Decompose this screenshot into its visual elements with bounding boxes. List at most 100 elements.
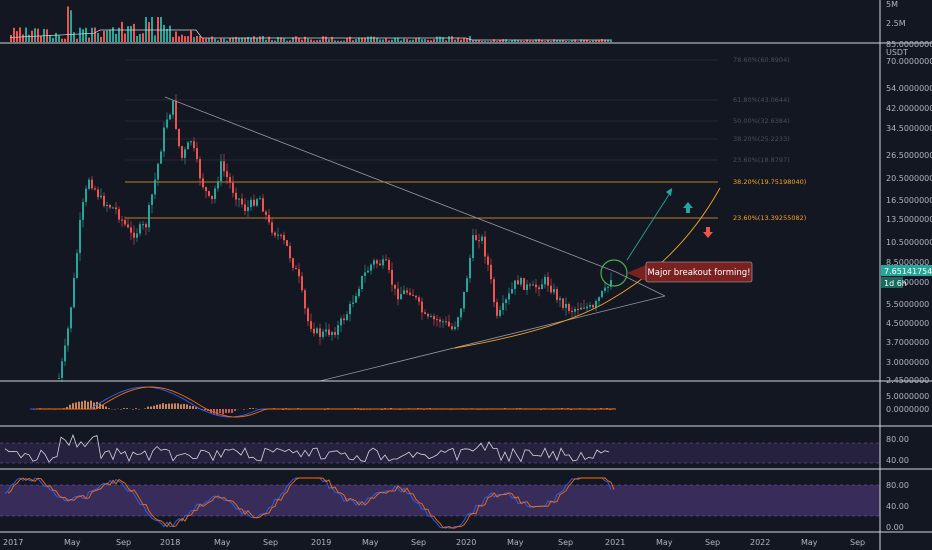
volume-bar [604,39,606,42]
macd-histogram-bar [135,408,137,409]
time-axis[interactable]: 2017 May Sep 2018 May Sep 2019 May Sep 2… [3,538,865,547]
candle-body [388,260,390,270]
price-axis-label: 7.0000000 [886,278,929,287]
volume-bar [352,40,354,42]
volume-bar [259,36,261,42]
arrow-up-icon[interactable] [683,202,693,213]
volume-bar [556,40,558,42]
volume-bar [397,37,399,42]
projection-line[interactable] [626,189,673,261]
volume-bar [163,24,165,42]
candle-body [406,290,408,293]
price-axis-label: 20.5000000 [886,174,932,183]
volume-bar [88,37,90,42]
volume-bar [433,39,435,42]
volume-bar [190,30,192,42]
macd-histogram-bar [609,409,611,410]
price-axis-label: 4.5000000 [886,319,929,328]
candle-body [544,276,546,285]
volume-bar [262,36,264,42]
volume-bar [523,41,525,42]
volume-bar [241,37,243,42]
volume-bar [70,10,72,42]
arrow-down-icon[interactable] [703,227,713,238]
volume-bar [577,41,579,42]
candle-body [154,179,156,195]
volume-bar [34,28,36,42]
candle-body [604,287,606,291]
candle-body [253,199,255,206]
candle-body [256,199,258,206]
candle-body [529,284,531,286]
volume-bar [421,39,423,42]
candle-body [322,331,324,337]
volume-bar [547,39,549,42]
fib-label-38: 38.20%(19.75198040) [733,178,806,186]
volume-bar [553,39,555,42]
candle-body [424,312,426,314]
volume-bar [430,40,432,42]
volume-bar [520,40,522,42]
candle-body [148,205,150,228]
price-axis-label: 3.0000000 [886,358,929,367]
candle-body [454,326,456,330]
breakout-circle[interactable] [600,259,628,287]
price-axis-label: 54.0000000 [886,84,932,93]
candle-body [451,326,453,330]
candle-body [433,316,435,320]
volume-bar [100,36,102,42]
volume-bar [244,37,246,42]
candle-body [349,303,351,315]
volume-bar [424,39,426,42]
candle-body [460,308,462,318]
candle-body [106,205,108,207]
volume-bar [199,36,201,42]
lower-trendline[interactable] [319,295,666,382]
candle-body [271,222,273,233]
volume-bar [580,39,582,42]
macd-histogram-bar [138,409,140,410]
volume-bar [586,39,588,42]
candle-body [559,298,561,300]
macd-histogram-bar [159,404,161,409]
macd-histogram-bar [102,405,104,409]
candle-body [133,232,135,238]
volume-bar [16,31,18,42]
candle-body [301,276,303,291]
volume-bar [427,39,429,42]
volume-bar [142,33,144,42]
candle-body [535,284,537,288]
candle-body [598,297,600,302]
volume-bar [319,39,321,42]
fib-label-faint-1: 78.60%(60.8904) [733,56,790,64]
candle-body [517,280,519,285]
candle-body [262,198,264,212]
volume-bar [28,34,30,42]
fib-label-faint-2: 61.80%(43.0644) [733,96,790,104]
candle-body [91,179,93,189]
price-axis-label: 3.7000000 [886,338,929,347]
volume-bar [250,37,252,42]
volume-bar [253,36,255,42]
candle-body [286,240,288,246]
candle-body [274,232,276,236]
time-axis-label: 2018 [160,538,180,547]
candle-body [157,163,159,180]
volume-bar [418,37,420,42]
upper-trendline[interactable] [164,96,617,273]
macd-histogram-bar [231,409,233,413]
triangle-apex-line[interactable] [615,271,666,297]
macd-histogram-bar [390,408,392,409]
parabolic-curve[interactable] [454,187,721,349]
price-axis-label: 34.5000000 [886,124,932,133]
volume-bar [400,40,402,42]
volume-bar [592,40,594,42]
annotation-box[interactable] [645,261,753,283]
candle-body [547,276,549,286]
price-axis[interactable]: 85.0000000 USDT 70.0000000 54.0000000 42… [881,40,932,385]
candle-body [595,301,597,308]
candlesticks [58,94,612,382]
volume-bar [376,37,378,42]
volume-bar [355,39,357,42]
